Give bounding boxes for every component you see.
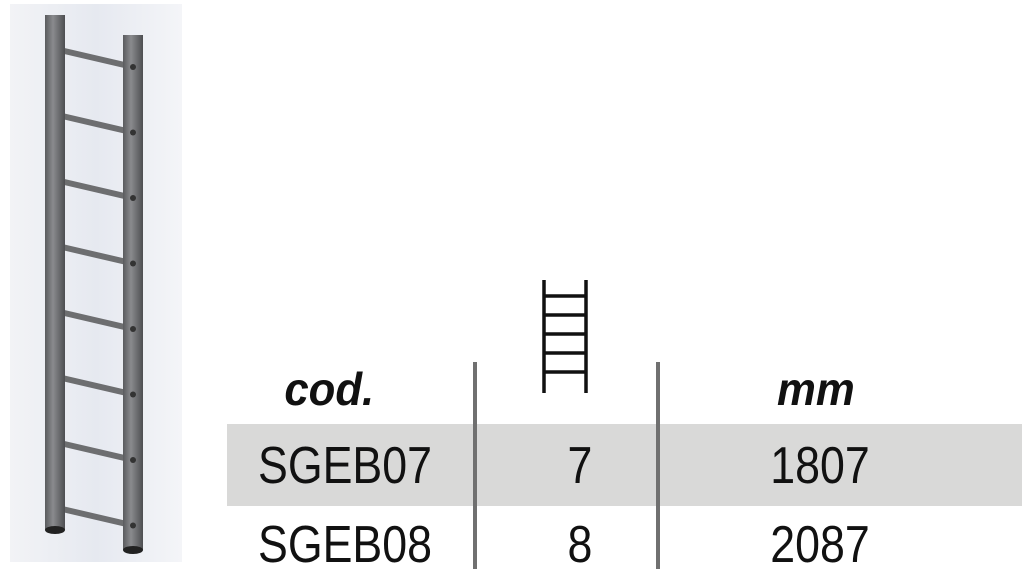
ladder-rung bbox=[57, 374, 136, 398]
ladder-bolt bbox=[130, 391, 136, 398]
header-mm: mm bbox=[777, 363, 855, 415]
table-row-shading bbox=[227, 424, 1022, 506]
ladder-rung bbox=[57, 440, 136, 463]
ladder-icon bbox=[542, 280, 588, 393]
ladder-bolt bbox=[130, 326, 136, 332]
ladder-rung bbox=[57, 112, 136, 136]
ladder-bolt bbox=[130, 522, 136, 529]
ladder-rung bbox=[57, 178, 136, 201]
ladder-bolt bbox=[130, 129, 136, 136]
ladder-bolt bbox=[130, 260, 136, 267]
row-rungs: 7 bbox=[567, 437, 593, 495]
header-code: cod. bbox=[284, 363, 375, 415]
ladder-bolt bbox=[130, 64, 136, 70]
row-code: SGEB08 bbox=[257, 516, 433, 574]
ladder-bolt bbox=[130, 195, 136, 201]
row-mm: 2087 bbox=[770, 516, 870, 574]
ladder-rung bbox=[57, 47, 136, 70]
row-mm: 1807 bbox=[770, 437, 870, 495]
ladder-product-image bbox=[10, 4, 182, 562]
ladder-rung bbox=[57, 309, 136, 332]
column-divider bbox=[473, 362, 477, 569]
row-code: SGEB07 bbox=[257, 437, 433, 495]
row-rungs: 8 bbox=[567, 516, 593, 574]
ladder-rung bbox=[57, 243, 136, 267]
column-divider bbox=[656, 362, 660, 569]
ladder-bolt bbox=[130, 457, 136, 463]
ladder-rung bbox=[57, 505, 136, 529]
